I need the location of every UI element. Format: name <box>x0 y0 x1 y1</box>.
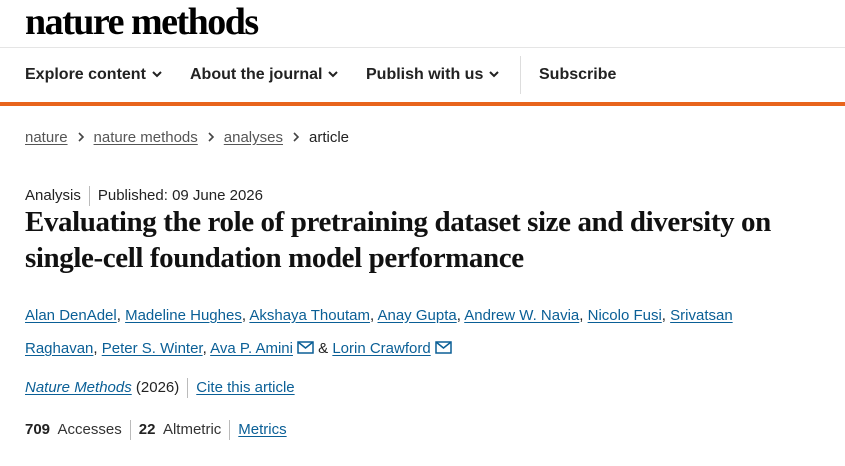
author: Akshaya Thoutam, <box>249 307 374 324</box>
author: Madeline Hughes, <box>125 307 246 324</box>
nav-divider <box>520 56 521 94</box>
author-link[interactable]: Lorin Crawford <box>332 340 431 357</box>
author-separator: , <box>369 307 375 324</box>
author-separator: , <box>661 307 666 324</box>
breadcrumb-chevron <box>77 132 84 142</box>
nav-bar: Explore content About the journal Publish … <box>0 47 845 106</box>
author: Lorin Crawford <box>332 340 452 357</box>
author-separator: , <box>93 340 98 357</box>
breadcrumb-chevron <box>208 132 214 142</box>
author: Anay Gupta, <box>377 307 460 324</box>
breadcrumb-chevron <box>293 132 300 142</box>
breadcrumb-item[interactable]: nature <box>25 129 68 146</box>
metrics-link[interactable]: Metrics <box>238 420 287 438</box>
author-link[interactable]: Madeline Hughes <box>125 307 242 324</box>
chevron-icon <box>328 71 339 78</box>
altmetric-label: Altmetric <box>162 420 222 438</box>
email-icon[interactable] <box>297 341 314 354</box>
author-separator: , <box>241 307 246 324</box>
accesses-label: Accesses <box>57 420 122 438</box>
citation-line: Nature Methods (2026) Cite this article <box>25 378 295 398</box>
author: Ava P. Amini <box>210 340 314 357</box>
breadcrumb-item[interactable]: nature methods <box>93 129 198 146</box>
subscribe-link[interactable]: Subscribe <box>539 66 617 83</box>
author-separator: , <box>579 307 584 324</box>
author-link[interactable]: Nicolo Fusi <box>587 307 662 324</box>
author-separator: , <box>456 307 461 324</box>
author-link[interactable]: Anay Gupta <box>377 307 457 324</box>
nav-item[interactable]: Explore content <box>25 66 162 84</box>
accesses-count: 709 <box>25 420 51 438</box>
published-date: Published: 09 June 2026 <box>97 186 263 204</box>
author-link[interactable]: Ava P. Amini <box>210 340 293 357</box>
author-separator: , <box>202 340 207 357</box>
separator <box>229 420 231 440</box>
breadcrumb: nature nature methods analyses article <box>25 129 349 146</box>
year: (2026) <box>135 378 180 396</box>
journal-link[interactable]: Nature Methods <box>25 378 132 396</box>
author-separator: , <box>116 307 121 324</box>
author: Nicolo Fusi, <box>588 307 666 324</box>
article-title: Evaluating the role of pretraining datas… <box>25 206 771 274</box>
nav-item[interactable]: About the journal <box>190 66 339 84</box>
article-meta: Analysis Published: 09 June 2026 <box>25 186 263 206</box>
author: Alan DenAdel, <box>25 307 121 324</box>
author-list: Alan DenAdel, Madeline Hughes, Akshaya T… <box>25 299 795 365</box>
author-conjunction: & <box>318 340 329 357</box>
author: Andrew W. Navia, <box>464 307 583 324</box>
author-link[interactable]: Alan DenAdel <box>25 307 117 324</box>
metrics-line: 709 Accesses 22 Altmetric Metrics <box>25 420 287 440</box>
separator <box>129 420 131 440</box>
nav-label: Publish with us <box>366 66 484 83</box>
nav-label: Explore content <box>25 66 146 83</box>
chevron-icon <box>489 71 500 78</box>
chevron-icon <box>152 71 162 78</box>
author-link[interactable]: Srivatsan Raghavan <box>25 307 733 357</box>
article-type: Analysis <box>25 186 81 204</box>
nav-item[interactable]: Publish with us <box>366 66 500 84</box>
separator <box>187 378 189 398</box>
altmetric-count: 22 <box>138 420 156 438</box>
author: Peter S. Winter, <box>102 340 207 357</box>
cite-link[interactable]: Cite this article <box>196 378 295 396</box>
author: Srivatsan Raghavan, <box>25 307 733 357</box>
author-link[interactable]: Akshaya Thoutam <box>249 307 370 324</box>
email-icon[interactable] <box>434 341 452 354</box>
author-link[interactable]: Peter S. Winter <box>101 340 203 357</box>
author-link[interactable]: Andrew W. Navia <box>464 307 580 324</box>
separator <box>88 186 90 206</box>
breadcrumb-item: article <box>308 129 349 146</box>
nav-label: About the journal <box>190 66 323 83</box>
breadcrumb-item[interactable]: analyses <box>223 129 283 146</box>
logo[interactable]: nature methods <box>25 1 259 43</box>
